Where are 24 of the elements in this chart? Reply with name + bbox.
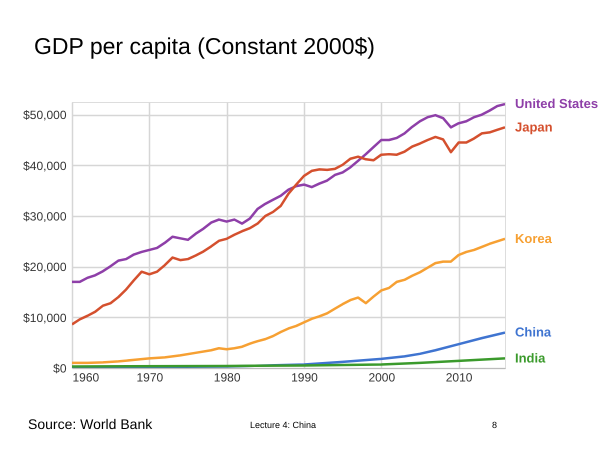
- y-tick-label: $20,000: [23, 260, 67, 274]
- x-tick-label: 2010: [446, 370, 473, 384]
- text: 8: [492, 420, 498, 430]
- series-label: Japan: [515, 119, 553, 134]
- y-tick-label: $0: [53, 362, 67, 376]
- chart-title: GDP per capita (Constant 2000$): [34, 33, 375, 59]
- line-series: [72, 126, 505, 326]
- y-tick-label: $30,000: [23, 210, 67, 224]
- y-tick-label: $50,000: [23, 108, 67, 122]
- y-tick-label: $10,000: [23, 310, 67, 325]
- series-label: Korea: [515, 230, 553, 246]
- x-tick-label: 1990: [291, 370, 318, 384]
- x-tick-label: 1980: [214, 370, 241, 384]
- x-tick-label: 2000: [368, 370, 396, 384]
- x-tick-label: 1970: [136, 370, 164, 384]
- line-series: [72, 238, 505, 364]
- x-tick-label: 1960: [72, 370, 100, 384]
- y-tick-label: $40,000: [23, 158, 67, 173]
- line-series: [72, 102, 505, 284]
- series-label: China: [515, 324, 552, 340]
- series-label: India: [515, 350, 546, 366]
- source-note: Source: World Bank: [28, 416, 154, 432]
- series-label: United States: [515, 96, 598, 112]
- text: Lecture 4: China: [250, 420, 316, 430]
